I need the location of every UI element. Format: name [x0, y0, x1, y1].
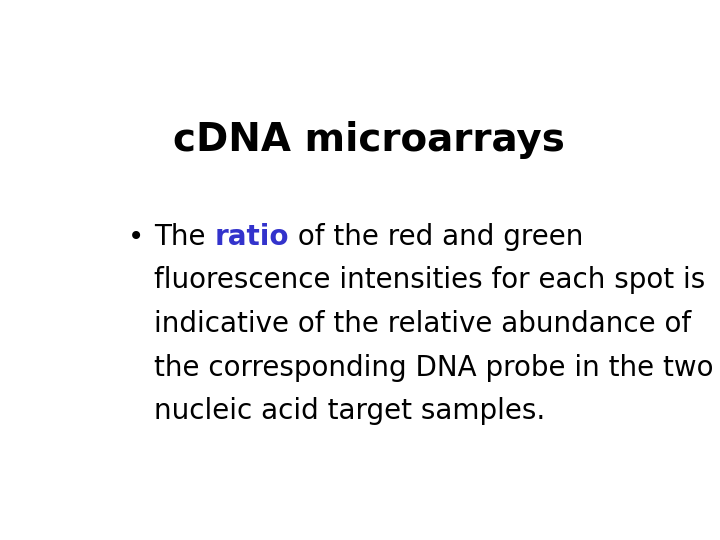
- Text: fluorescence intensities for each spot is: fluorescence intensities for each spot i…: [154, 266, 706, 294]
- Text: •: •: [128, 223, 144, 251]
- Text: ratio: ratio: [215, 223, 289, 251]
- Text: cDNA microarrays: cDNA microarrays: [173, 121, 565, 159]
- Text: nucleic acid target samples.: nucleic acid target samples.: [154, 397, 546, 426]
- Text: the corresponding DNA probe in the two: the corresponding DNA probe in the two: [154, 354, 714, 382]
- Text: of the red and green: of the red and green: [289, 223, 583, 251]
- Text: indicative of the relative abundance of: indicative of the relative abundance of: [154, 310, 691, 338]
- Text: The: The: [154, 223, 215, 251]
